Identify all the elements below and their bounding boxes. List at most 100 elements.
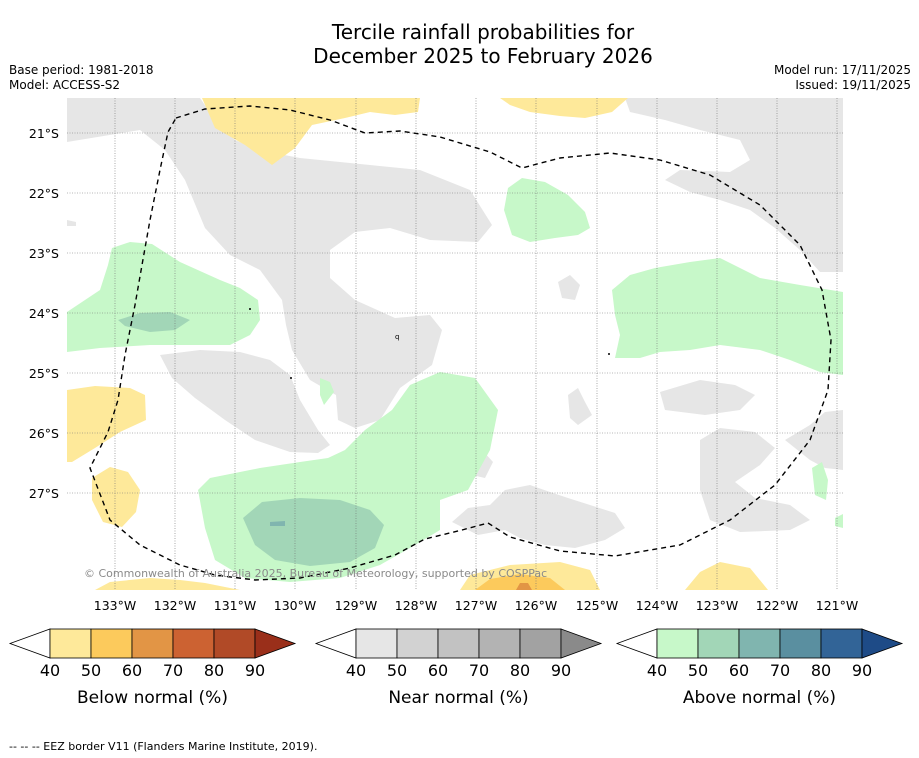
model-name: Model: ACCESS-S2 [9, 78, 121, 92]
near-normal-area-east [660, 380, 755, 415]
legend-tick-label: 40 [346, 661, 366, 680]
legend-high-arrow [861, 628, 904, 659]
legend-swatch [437, 628, 480, 659]
lat-label: 27°S [29, 486, 59, 501]
legend-tick-label: 90 [551, 661, 571, 680]
base-period: Base period: 1981-2018 [9, 63, 154, 77]
model-run: Model run: 17/11/2025 [773, 63, 911, 77]
legend-swatch [697, 628, 740, 659]
legend-swatch [90, 628, 133, 659]
near-normal-regions [67, 98, 843, 548]
lon-label: 123°W [696, 598, 738, 613]
above-normal-area-mark [270, 521, 285, 526]
copyright-text: © Commonwealth of Australia 2025, Bureau… [84, 567, 547, 580]
below-normal-area-south-spot [516, 583, 532, 590]
legend-tick-label: 90 [245, 661, 265, 680]
title-line-1: Tercile rainfall probabilities for [331, 20, 635, 44]
legend-tick-label: 80 [204, 661, 224, 680]
legend-swatch [355, 628, 398, 659]
legend-panel: 40 50 60 70 80 90 Below normal (%) 40 50 60 70 80 9… [8, 628, 904, 708]
lat-label: 21°S [29, 126, 59, 141]
meta-left: Base period: 1981-2018 Model: ACCESS-S2 [9, 63, 154, 93]
legend-swatch [820, 628, 863, 659]
above-normal-area-patch-2 [812, 462, 828, 500]
near-normal-area-far-east [785, 410, 843, 470]
gridlines [67, 98, 843, 590]
below-normal-area-south-left [95, 578, 240, 590]
lat-label: 24°S [29, 306, 59, 321]
near-normal-area-spot-4 [67, 220, 76, 226]
below-normal-area-southeast [685, 562, 768, 590]
below-normal-area-south-core [475, 574, 565, 590]
island-label: q [395, 333, 399, 341]
above-normal-area-west [67, 242, 260, 352]
point-marker-3 [608, 353, 610, 355]
legend-tick-label: 70 [770, 661, 790, 680]
near-normal-area-southeast [700, 428, 810, 532]
legend-swatch [738, 628, 781, 659]
eez-border [89, 105, 832, 581]
near-normal-area-spot-2 [558, 275, 580, 300]
point-marker-2 [290, 377, 292, 379]
legend-tick-label: 60 [122, 661, 142, 680]
legend-swatch [396, 628, 439, 659]
legend-title: Above normal (%) [683, 688, 836, 708]
chart-title: Tercile rainfall probabilities for Decem… [0, 20, 919, 68]
below-normal-area-north [202, 98, 420, 165]
legend-near-normal: 40 50 60 70 80 90 Near normal (%) [314, 628, 603, 708]
legend-tick-label: 50 [387, 661, 407, 680]
legend-swatch [131, 628, 174, 659]
near-normal-area-band [160, 350, 330, 453]
lon-label: 121°W [816, 598, 858, 613]
lon-label: 124°W [636, 598, 678, 613]
lat-label: 25°S [29, 366, 59, 381]
above-normal-area-patch-1 [320, 378, 334, 405]
below-normal-regions [67, 98, 768, 590]
above-normal-area-south-core [243, 498, 384, 566]
below-normal-area-southwest [92, 467, 140, 527]
lat-axis: 21°S 22°S 23°S 24°S 25°S 26°S 27°S [29, 126, 59, 501]
lat-label: 22°S [29, 186, 59, 201]
legend-tick-label: 40 [647, 661, 667, 680]
map-panel: q © Commonwealth of Australi [29, 98, 858, 613]
legend-swatch [213, 628, 256, 659]
lon-label: 129°W [335, 598, 377, 613]
meta-right: Model run: 17/11/2025 Issued: 19/11/2025 [774, 63, 911, 93]
legend-low-arrow [314, 628, 357, 659]
legend-tick-label: 70 [163, 661, 183, 680]
legend-above-normal: 40 50 60 70 80 90 Above normal (%) [615, 628, 904, 708]
point-marker-1 [249, 308, 251, 310]
above-normal-area-west-core [118, 312, 190, 332]
legend-swatch [779, 628, 822, 659]
above-normal-regions [67, 178, 843, 582]
near-normal-area-northeast [625, 98, 843, 272]
lon-label: 127°W [455, 598, 497, 613]
legend-swatch [519, 628, 562, 659]
title-line-2: December 2025 to February 2026 [313, 44, 653, 68]
near-normal-area-south [452, 485, 625, 548]
eez-footnote: -- -- -- EEZ border V11 (Flanders Marine… [9, 740, 318, 753]
legend-high-arrow [560, 628, 603, 659]
above-normal-area-east [612, 258, 843, 375]
lat-label: 23°S [29, 246, 59, 261]
legend-swatch [172, 628, 215, 659]
legend-tick-label: 90 [852, 661, 872, 680]
below-normal-area-north-east [500, 98, 628, 118]
lon-label: 132°W [154, 598, 196, 613]
above-normal-area-patch-3 [835, 514, 843, 528]
legend-swatch [49, 628, 92, 659]
lon-label: 131°W [214, 598, 256, 613]
lon-label: 133°W [94, 598, 136, 613]
legend-tick-label: 40 [40, 661, 60, 680]
legend-low-arrow [8, 628, 51, 659]
near-normal-area-spot-3 [568, 388, 592, 425]
legend-tick-label: 80 [510, 661, 530, 680]
legend-tick-label: 80 [811, 661, 831, 680]
lon-label: 128°W [395, 598, 437, 613]
legend-low-arrow [615, 628, 658, 659]
lon-label: 130°W [274, 598, 316, 613]
legend-tick-label: 60 [729, 661, 749, 680]
legend-title: Near normal (%) [388, 688, 528, 708]
lat-label: 26°S [29, 426, 59, 441]
legend-swatch [656, 628, 699, 659]
